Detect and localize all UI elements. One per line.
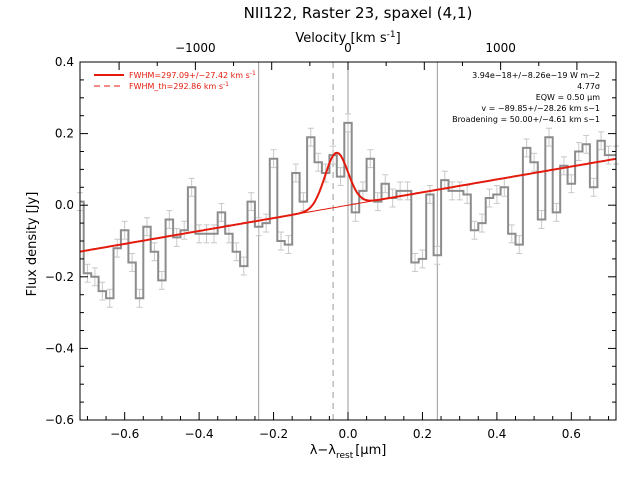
annotation-broadening: Broadening = 50.00+/−4.61 km s−1 bbox=[452, 115, 600, 124]
annotation-velocity: v = −89.85+/−28.26 km s−1 bbox=[481, 104, 600, 113]
annotation-eqw: EQW = 0.50 μm bbox=[536, 93, 600, 102]
legend-entry-fwhm: FWHM=297.09+/−27.42 km s-1 bbox=[129, 70, 256, 80]
annotation-sigma: 4.77σ bbox=[577, 82, 600, 91]
fit-annotations: 3.94e−18+/−8.26e−19 W m−2 4.77σ EQW = 0.… bbox=[452, 71, 600, 124]
plot-area bbox=[77, 62, 619, 420]
y-tick-label: 0.4 bbox=[55, 55, 74, 69]
x-tick-label: 0.6 bbox=[562, 427, 581, 441]
top-tick-label: 0 bbox=[344, 41, 352, 55]
gaussian-fit-line bbox=[79, 151, 617, 253]
top-tick-label: 1000 bbox=[485, 41, 516, 55]
chart-title: NII122, Raster 23, spaxel (4,1) bbox=[244, 4, 473, 22]
y-tick-label: −0.4 bbox=[45, 341, 74, 355]
annotation-flux: 3.94e−18+/−8.26e−19 W m−2 bbox=[472, 71, 600, 80]
legend: FWHM=297.09+/−27.42 km s-1 FWHM_th=292.8… bbox=[94, 70, 256, 91]
x-tick-label: 0.2 bbox=[413, 427, 432, 441]
y-tick-label: −0.6 bbox=[45, 413, 74, 427]
data-histogram bbox=[80, 121, 616, 300]
x-tick-label: −0.2 bbox=[259, 427, 288, 441]
y-tick-label: 0.0 bbox=[55, 198, 74, 212]
x-tick-label: −0.6 bbox=[110, 427, 139, 441]
top-tick-label: −1000 bbox=[175, 41, 216, 55]
x-tick-label: 0.4 bbox=[487, 427, 506, 441]
axes: −0.6 −0.4 −0.2 0.0 0.2 0.4 0.6 −0.6 −0.4 −0.2 0.0 0… bbox=[45, 41, 617, 441]
x-tick-label: 0.0 bbox=[338, 427, 357, 441]
legend-entry-fwhm-th: FWHM_th=292.86 km s-1 bbox=[129, 81, 229, 91]
x-tick-label: −0.4 bbox=[185, 427, 214, 441]
y-axis-label: Flux density [Jy] bbox=[25, 192, 40, 297]
y-tick-label: −0.2 bbox=[45, 270, 74, 284]
top-axis-label: Velocity [km s-1] bbox=[295, 30, 400, 46]
x-axis-label: λ−λrest [μm] bbox=[310, 443, 387, 461]
y-tick-label: 0.2 bbox=[55, 127, 74, 141]
